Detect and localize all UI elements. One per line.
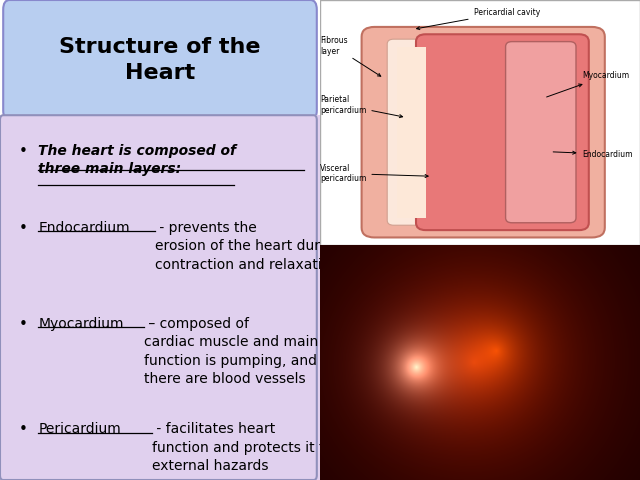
Text: Pericardial cavity: Pericardial cavity — [417, 8, 540, 30]
Text: Endocardium: Endocardium — [553, 150, 633, 159]
Text: Myocardium: Myocardium — [38, 317, 124, 331]
Text: The heart is composed of
three main layers:: The heart is composed of three main laye… — [38, 144, 236, 176]
Text: •: • — [19, 317, 28, 332]
Text: Structure of the
Heart: Structure of the Heart — [60, 37, 260, 83]
Text: Pericardium: Pericardium — [38, 422, 121, 436]
Text: - prevents the
erosion of the heart during
contraction and relaxation: - prevents the erosion of the heart duri… — [155, 221, 342, 272]
FancyBboxPatch shape — [387, 39, 432, 225]
FancyBboxPatch shape — [320, 0, 640, 245]
FancyBboxPatch shape — [3, 0, 317, 120]
Text: Visceral
pericardium: Visceral pericardium — [320, 164, 428, 183]
Text: •: • — [19, 144, 28, 159]
Text: Parietal
pericardium: Parietal pericardium — [320, 95, 403, 118]
Text: •: • — [19, 422, 28, 437]
FancyBboxPatch shape — [397, 47, 426, 218]
Text: – composed of
cardiac muscle and main
function is pumping, and
there are blood v: – composed of cardiac muscle and main fu… — [144, 317, 318, 386]
Text: Myocardium: Myocardium — [547, 72, 630, 97]
Text: •: • — [19, 221, 28, 236]
FancyBboxPatch shape — [362, 27, 605, 238]
Text: Endocardium: Endocardium — [38, 221, 130, 235]
FancyBboxPatch shape — [0, 115, 320, 480]
FancyBboxPatch shape — [506, 42, 576, 223]
Text: Fibrous
layer: Fibrous layer — [320, 36, 381, 76]
Text: - facilitates heart
function and protects it from
external hazards: - facilitates heart function and protect… — [152, 422, 351, 473]
FancyBboxPatch shape — [416, 34, 589, 230]
